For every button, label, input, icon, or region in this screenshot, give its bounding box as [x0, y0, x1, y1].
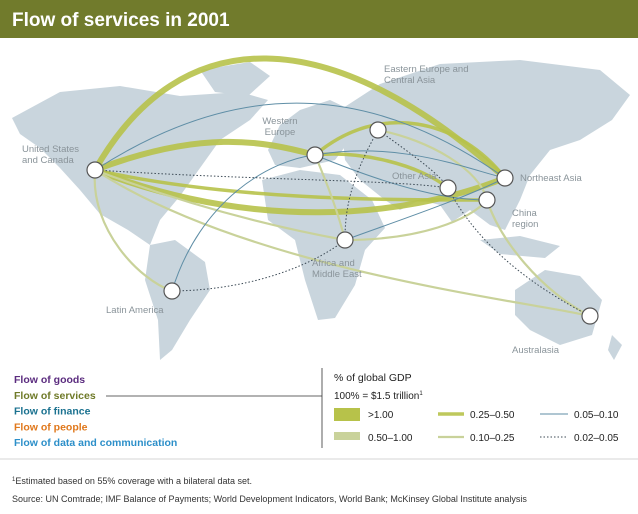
region-label: China [512, 208, 538, 219]
flow-line [314, 152, 450, 190]
legend-label: 0.02–0.05 [574, 433, 619, 444]
north-america [12, 86, 268, 245]
node [306, 146, 324, 164]
flow-list: Flow of goods Flow of services Flow of fin… [14, 374, 177, 449]
legend-label: 0.05–0.10 [574, 410, 619, 421]
asia [340, 60, 630, 230]
flow-line [344, 199, 488, 242]
flow-line [171, 154, 316, 292]
flow-line [93, 169, 173, 293]
footnote-mark: 1 [12, 477, 16, 483]
swatch [334, 408, 360, 421]
flow-line [93, 138, 316, 173]
flow-line [313, 121, 507, 180]
footnote: 1Estimated based on 55% coverage with a … [12, 476, 252, 486]
flow-line [447, 187, 591, 317]
title: Flow of services in 2001 [12, 10, 230, 31]
basis-note: 1 [419, 391, 423, 397]
flow-type: Flow of services [14, 390, 96, 402]
region-label: region [512, 219, 538, 230]
region-label: Latin America [106, 305, 164, 316]
greenland [200, 62, 270, 96]
region-label: Middle East [312, 269, 362, 280]
flow-line [93, 167, 507, 216]
flow-line [94, 169, 591, 318]
node [581, 307, 599, 325]
flow-type: Flow of people [14, 421, 88, 433]
legend-items: >1.00 0.50–1.00 0.25–0.50 0.10–0.25 0.05–0.1… [368, 410, 619, 444]
node [496, 169, 514, 187]
indonesia [480, 236, 560, 258]
region-label: and Canada [22, 155, 74, 166]
flow-type: Flow of data and communication [14, 437, 177, 449]
africa [262, 170, 385, 320]
node [478, 191, 496, 209]
basis-text: 100% = $1.5 trillion [334, 391, 419, 402]
region-label: Africa and [312, 258, 355, 269]
legend-label: 0.10–0.25 [470, 433, 515, 444]
swatch [334, 432, 360, 440]
region-label: Central Asia [384, 75, 436, 86]
flow-type: Flow of goods [14, 374, 85, 386]
region-label: Australasia [512, 345, 560, 356]
nodes [86, 121, 599, 325]
source: Source: UN Comtrade; IMF Balance of Paym… [12, 494, 527, 504]
region-label: Western [262, 116, 297, 127]
region-label: Other Asia [392, 171, 437, 182]
australia [515, 270, 602, 345]
header-bar [0, 0, 638, 38]
map [12, 60, 630, 360]
region-label: United States [22, 144, 79, 155]
node [439, 179, 457, 197]
flow-line [485, 199, 591, 317]
new-zealand [608, 335, 622, 360]
node [336, 231, 354, 249]
flow-line [92, 55, 508, 181]
flow-line [94, 102, 506, 179]
legend-basis: 100% = $1.5 trillion1 [334, 391, 423, 402]
flow-type: Flow of finance [14, 406, 91, 418]
region-label: Eastern Europe and [384, 64, 469, 75]
legend-label: 0.25–0.50 [470, 410, 515, 421]
flow-line [377, 129, 449, 189]
flow-line [94, 168, 488, 202]
flow-line [94, 168, 346, 242]
flow-line [314, 150, 506, 179]
flow-line [344, 177, 506, 241]
node [86, 161, 104, 179]
node [163, 282, 181, 300]
legend-label: 0.50–1.00 [368, 433, 413, 444]
footnote-text: Estimated based on 55% coverage with a b… [15, 476, 252, 486]
flow-line [94, 169, 449, 189]
region-label: Northeast Asia [520, 173, 582, 184]
flow-line [314, 154, 488, 201]
flows [92, 55, 591, 318]
node [369, 121, 387, 139]
region-label: Europe [265, 127, 296, 138]
legend-title: % of global GDP [334, 372, 412, 384]
legend-label: >1.00 [368, 410, 394, 421]
flow-line [171, 239, 346, 292]
south-america [145, 240, 210, 360]
flow-line [377, 128, 489, 201]
